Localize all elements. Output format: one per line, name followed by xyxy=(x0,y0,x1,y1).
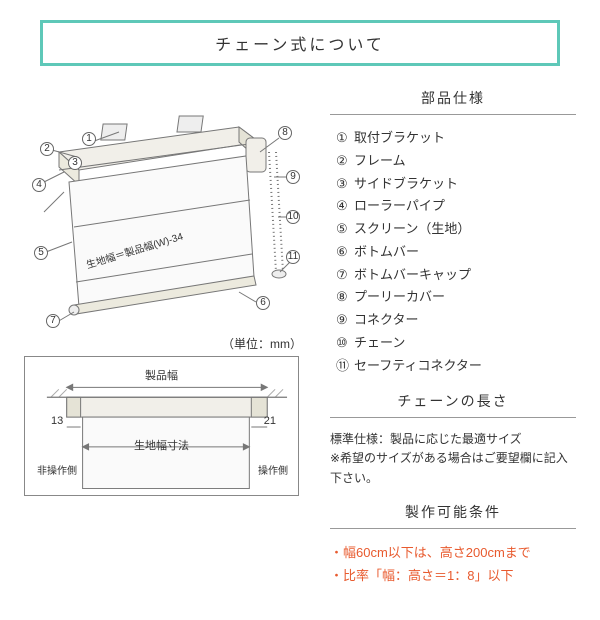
dim-right: 21 xyxy=(264,415,276,427)
callout-8: 8 xyxy=(278,126,292,140)
fabric-width-label: 生地幅寸法 xyxy=(25,437,298,453)
dim-left: 13 xyxy=(51,415,63,427)
conditions-list: ・幅60cm以下は、高さ200cmまで・比率「幅：高さ＝1：8」以下 xyxy=(330,541,576,588)
callout-1: 1 xyxy=(82,132,96,146)
callout-6: 6 xyxy=(256,296,270,310)
parts-list-item: ⑨コネクター xyxy=(336,309,576,332)
callout-3: 3 xyxy=(68,156,82,170)
parts-list-item: ①取付ブラケット xyxy=(336,127,576,150)
callout-2: 2 xyxy=(40,142,54,156)
product-width-label: 製品幅 xyxy=(25,367,298,383)
parts-list-item: ⑪セーフティコネクター xyxy=(336,355,576,378)
parts-header: 部品仕様 xyxy=(330,88,576,115)
left-side-label: 非操作側 xyxy=(37,462,77,477)
callout-9: 9 xyxy=(286,170,300,184)
right-side-label: 操作側 xyxy=(258,462,288,477)
page-title: チェーン式について xyxy=(40,20,560,66)
chain-length-header: チェーンの長さ xyxy=(330,391,576,418)
conditions-header: 製作可能条件 xyxy=(330,502,576,529)
chain-length-note: 標準仕様：製品に応じた最適サイズ※希望のサイズがある場合はご要望欄に記入下さい。 xyxy=(330,430,576,488)
parts-list-item: ②フレーム xyxy=(336,150,576,173)
diagrams-column: 1 2 3 4 5 6 7 8 9 10 11 生地幅＝製品幅(W)-34 （単… xyxy=(24,82,314,588)
condition-line: ・幅60cm以下は、高さ200cmまで xyxy=(330,541,576,564)
specs-column: 部品仕様 ①取付ブラケット②フレーム③サイドブラケット④ローラーパイプ⑤スクリー… xyxy=(314,82,576,588)
parts-list-item: ⑥ボトムバー xyxy=(336,241,576,264)
parts-list: ①取付ブラケット②フレーム③サイドブラケット④ローラーパイプ⑤スクリーン（生地）… xyxy=(330,127,576,377)
parts-list-item: ⑦ボトムバーキャップ xyxy=(336,264,576,287)
isometric-diagram: 1 2 3 4 5 6 7 8 9 10 11 生地幅＝製品幅(W)-34 xyxy=(24,82,299,327)
parts-list-item: ⑧プーリーカバー xyxy=(336,286,576,309)
parts-list-item: ④ローラーパイプ xyxy=(336,195,576,218)
callout-11: 11 xyxy=(286,250,300,264)
parts-list-item: ⑩チェーン xyxy=(336,332,576,355)
content-area: 1 2 3 4 5 6 7 8 9 10 11 生地幅＝製品幅(W)-34 （単… xyxy=(0,82,600,588)
callout-4: 4 xyxy=(32,178,46,192)
condition-line: ・比率「幅：高さ＝1：8」以下 xyxy=(330,564,576,587)
callout-5: 5 xyxy=(34,246,48,260)
callout-10: 10 xyxy=(286,210,300,224)
callout-7: 7 xyxy=(46,314,60,328)
parts-list-item: ⑤スクリーン（生地） xyxy=(336,218,576,241)
section-diagram: 製品幅 13 21 生地幅寸法 非操作側 操作側 xyxy=(24,356,299,496)
parts-list-item: ③サイドブラケット xyxy=(336,173,576,196)
unit-label: （単位：mm） xyxy=(24,335,314,352)
